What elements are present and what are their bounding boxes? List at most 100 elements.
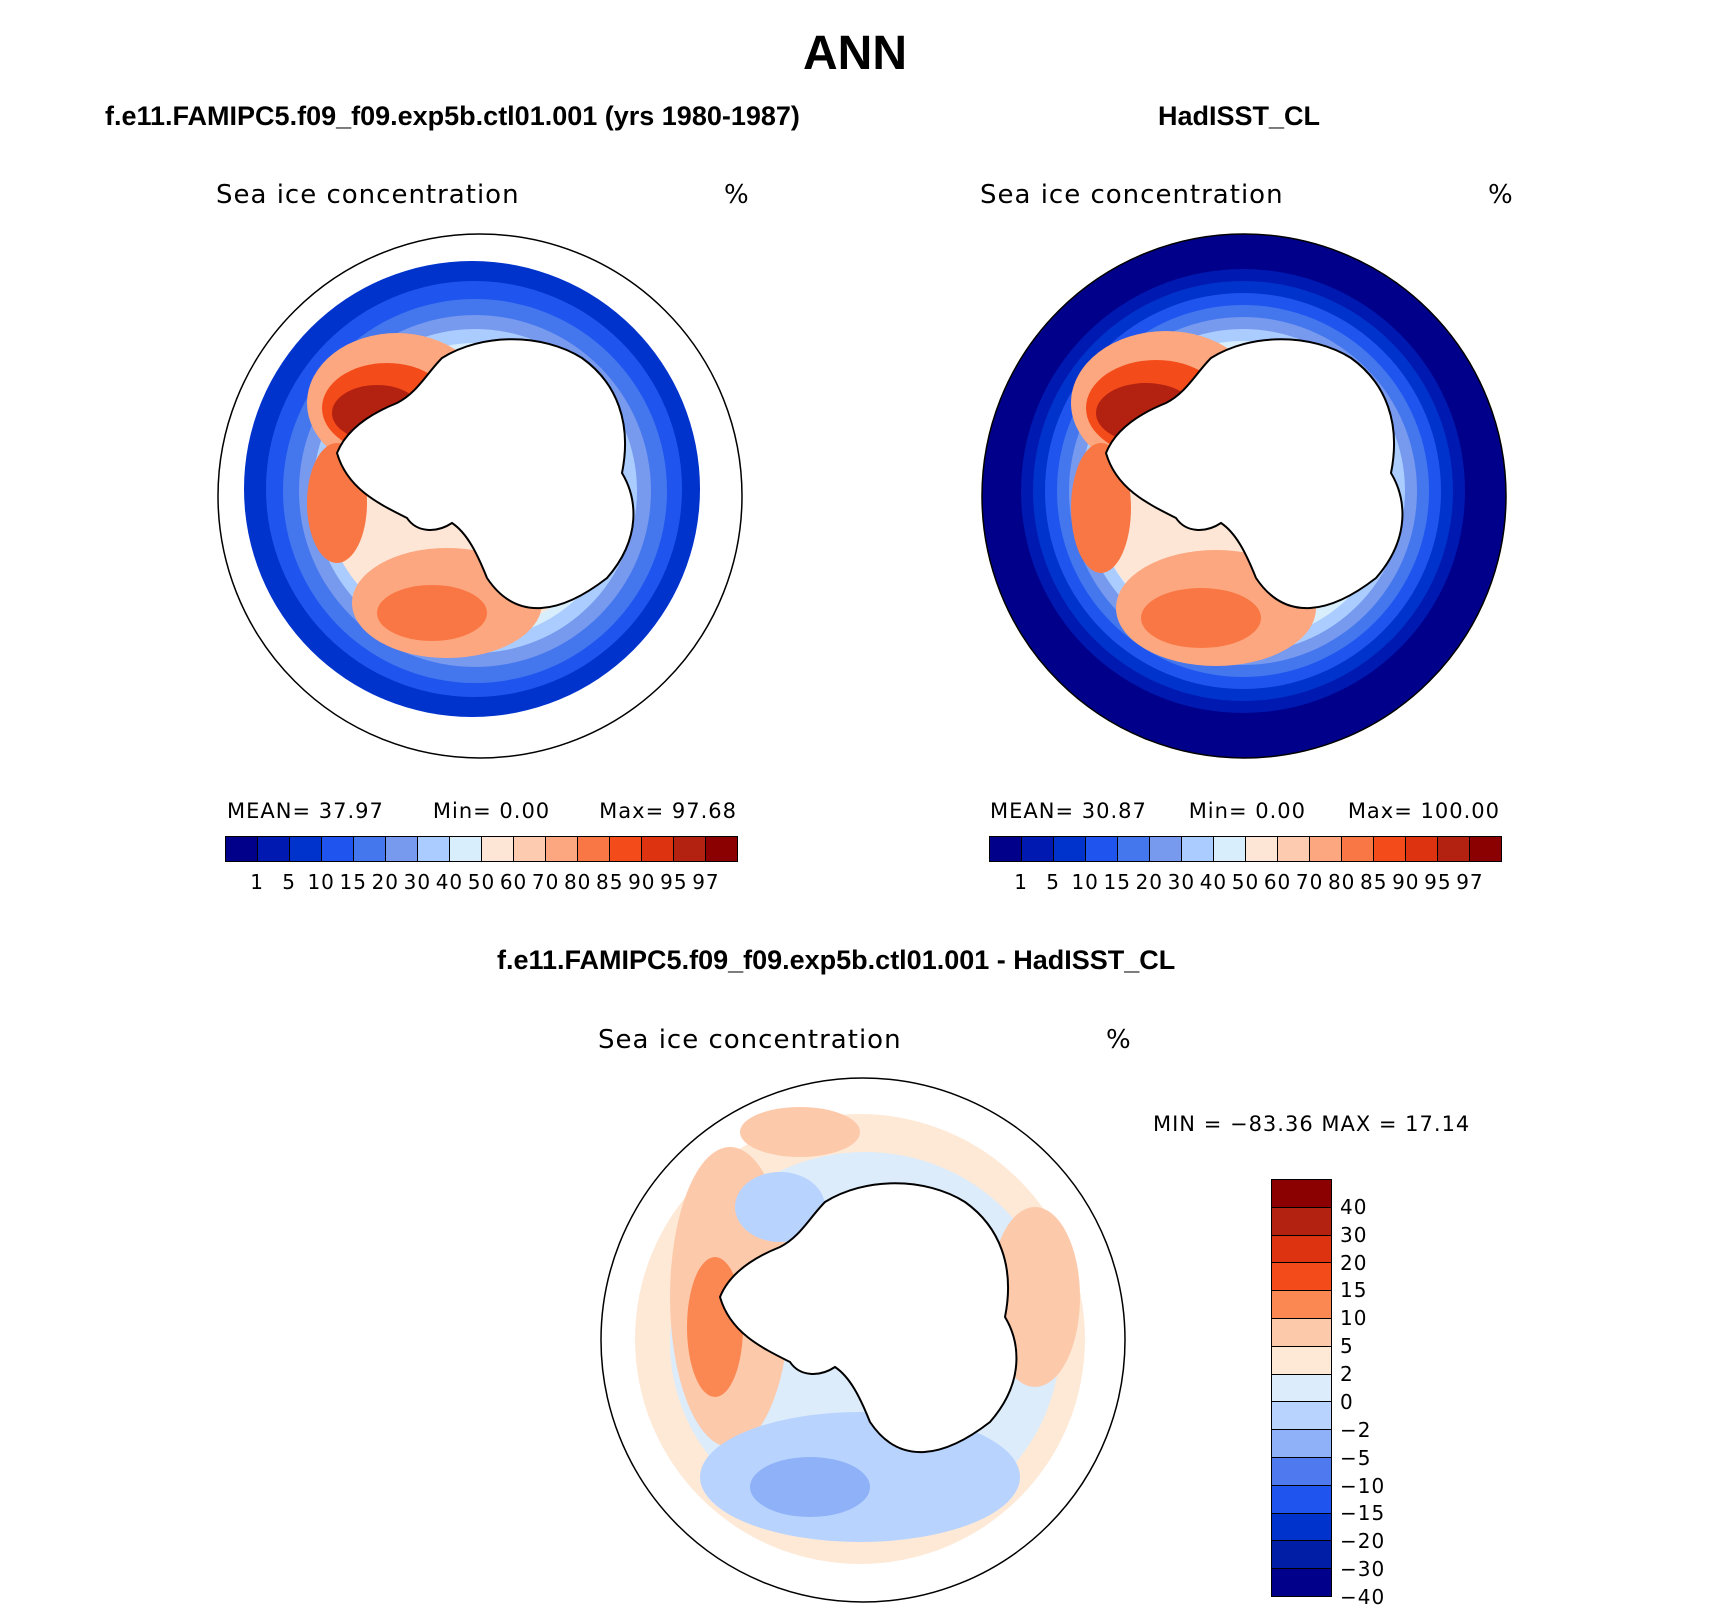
colorbar-swatch — [1272, 1457, 1331, 1486]
diff-colorbar-labels: 40 30 20 15 10 5 2 0 −2 −5 −10 −15 −20 −30 −40 — [1340, 1179, 1400, 1609]
model-colorbar-labels: 1 5 10 15 20 30 40 50 60 70 80 85 90 95 97 — [225, 870, 738, 894]
colorbar-swatch — [674, 837, 706, 861]
obs-colorbar — [989, 836, 1502, 862]
model-stats: MEAN= 37.97 Min= 0.00 Max= 97.68 — [227, 799, 737, 823]
colorbar-tick-label: 80 — [563, 870, 592, 894]
colorbar-tick-label: −20 — [1340, 1529, 1386, 1554]
colorbar-tick-label: 85 — [1360, 870, 1388, 894]
colorbar-swatch — [482, 837, 514, 861]
colorbar-swatch — [1022, 837, 1054, 861]
colorbar-tick-label: 5 — [1340, 1334, 1354, 1359]
colorbar-tick-label: 85 — [596, 870, 624, 894]
diff-stats: MIN = −83.36 MAX = 17.14 — [1153, 1112, 1471, 1136]
colorbar-swatch — [1310, 837, 1342, 861]
model-panel-title: f.e11.FAMIPC5.f09_f09.exp5b.ctl01.001 (y… — [105, 101, 800, 131]
colorbar-swatch — [1342, 837, 1374, 861]
colorbar-tick-label: −15 — [1340, 1501, 1386, 1526]
colorbar-swatch — [578, 837, 610, 861]
colorbar-tick-label: −40 — [1340, 1585, 1386, 1609]
colorbar-swatch — [642, 837, 674, 861]
colorbar-swatch — [1150, 837, 1182, 861]
model-variable-label: Sea ice concentration — [216, 180, 520, 210]
colorbar-swatch — [514, 837, 546, 861]
diff-panel-title: f.e11.FAMIPC5.f09_f09.exp5b.ctl01.001 - … — [497, 945, 1176, 975]
colorbar-tick-label: 60 — [499, 870, 528, 894]
model-colorbar — [225, 836, 738, 862]
colorbar-tick-label: 90 — [1392, 870, 1420, 894]
colorbar-swatch — [706, 837, 737, 861]
colorbar-tick-label: 40 — [435, 870, 464, 894]
colorbar-tick-label: 1 — [250, 870, 264, 894]
colorbar-swatch — [226, 837, 258, 861]
colorbar-swatch — [1272, 1291, 1331, 1319]
diff-variable-label: Sea ice concentration — [598, 1025, 902, 1055]
obs-map-boundary — [981, 233, 1507, 759]
colorbar-tick-label: 90 — [628, 870, 656, 894]
diff-units-label: % — [1106, 1025, 1132, 1055]
colorbar-tick-label: −10 — [1340, 1473, 1386, 1498]
colorbar-tick-label: 40 — [1199, 870, 1228, 894]
colorbar-swatch — [1374, 837, 1406, 861]
model-map-boundary — [217, 233, 743, 759]
colorbar-swatch — [1272, 1374, 1331, 1403]
colorbar-swatch — [1470, 837, 1501, 861]
colorbar-swatch — [1182, 837, 1214, 861]
colorbar-tick-label: 50 — [467, 870, 496, 894]
obs-stats: MEAN= 30.87 Min= 0.00 Max= 100.00 — [990, 799, 1500, 823]
colorbar-swatch — [990, 837, 1022, 861]
colorbar-tick-label: 50 — [1231, 870, 1260, 894]
colorbar-tick-label: 20 — [371, 870, 400, 894]
colorbar-swatch — [450, 837, 482, 861]
colorbar-tick-label: 0 — [1340, 1389, 1354, 1414]
colorbar-swatch — [1272, 1263, 1331, 1292]
colorbar-tick-label: 20 — [1340, 1250, 1368, 1275]
colorbar-swatch — [386, 837, 418, 861]
colorbar-swatch — [610, 837, 642, 861]
colorbar-tick-label: 10 — [1340, 1306, 1368, 1331]
colorbar-tick-label: −2 — [1340, 1417, 1372, 1442]
colorbar-swatch — [1272, 1180, 1331, 1208]
colorbar-swatch — [1406, 837, 1438, 861]
obs-colorbar-labels: 1 5 10 15 20 30 40 50 60 70 80 85 90 95 97 — [989, 870, 1502, 894]
colorbar-swatch — [1054, 837, 1086, 861]
colorbar-tick-label: 70 — [531, 870, 560, 894]
colorbar-swatch — [1272, 1513, 1331, 1542]
colorbar-swatch — [1272, 1346, 1331, 1375]
colorbar-swatch — [1272, 1541, 1331, 1570]
colorbar-swatch — [354, 837, 386, 861]
obs-panel-title: HadISST_CL — [1158, 101, 1321, 131]
colorbar-swatch — [1118, 837, 1150, 861]
colorbar-swatch — [1272, 1235, 1331, 1264]
obs-variable-label: Sea ice concentration — [980, 180, 1284, 210]
colorbar-swatch — [1272, 1318, 1331, 1347]
colorbar-tick-label: 60 — [1263, 870, 1292, 894]
colorbar-swatch — [322, 837, 354, 861]
colorbar-tick-label: 5 — [1046, 870, 1060, 894]
colorbar-swatch — [546, 837, 578, 861]
obs-antarctica-land — [1104, 338, 1404, 610]
colorbar-tick-label: 95 — [660, 870, 688, 894]
colorbar-swatch — [1272, 1207, 1331, 1236]
colorbar-swatch — [1214, 837, 1246, 861]
colorbar-tick-label: 15 — [1340, 1278, 1368, 1303]
obs-units-label: % — [1488, 180, 1514, 210]
colorbar-swatch — [418, 837, 450, 861]
colorbar-swatch — [1246, 837, 1278, 861]
colorbar-swatch — [1272, 1402, 1331, 1431]
colorbar-tick-label: 10 — [1071, 870, 1099, 894]
colorbar-tick-label: 30 — [403, 870, 432, 894]
colorbar-swatch — [1272, 1569, 1331, 1596]
figure-title: ANN — [803, 27, 907, 80]
colorbar-tick-label: 95 — [1424, 870, 1452, 894]
colorbar-swatch — [1272, 1430, 1331, 1458]
model-antarctica-land — [335, 338, 635, 610]
obs-polar-map — [981, 233, 1507, 759]
diff-antarctica-land — [718, 1182, 1018, 1454]
colorbar-tick-label: −5 — [1340, 1445, 1372, 1470]
colorbar-tick-label: 80 — [1327, 870, 1356, 894]
colorbar-swatch — [290, 837, 322, 861]
colorbar-tick-label: 10 — [307, 870, 335, 894]
model-units-label: % — [724, 180, 750, 210]
diff-colorbar — [1271, 1179, 1332, 1597]
colorbar-tick-label: 20 — [1135, 870, 1164, 894]
